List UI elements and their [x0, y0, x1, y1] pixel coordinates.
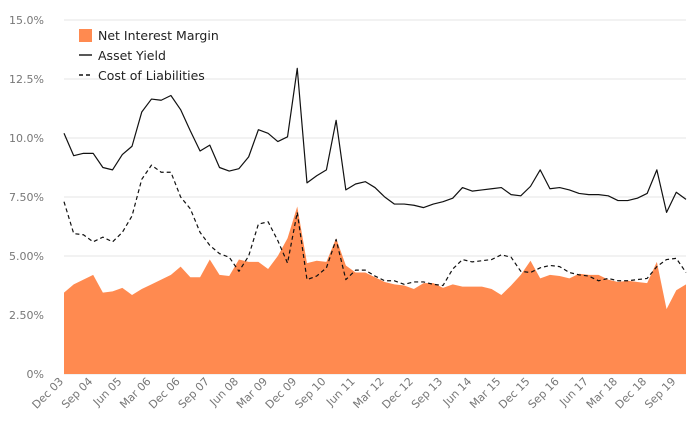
y-tick-label: 12.5% — [9, 73, 44, 86]
x-tick-label: Sep 13 — [409, 375, 445, 411]
x-tick-label: Dec 09 — [263, 375, 300, 412]
line-layer — [63, 67, 687, 287]
legend-swatch-net-interest-margin — [79, 29, 92, 42]
y-tick-label: 5.00% — [9, 250, 44, 263]
y-axis: 0% 2.50% 5.00% 7.50% 10.0% 12.5% 15.0% — [9, 14, 44, 381]
x-tick-label: Dec 12 — [379, 375, 416, 412]
area-layer — [64, 206, 686, 374]
x-tick-label: Sep 19 — [642, 375, 678, 411]
y-tick-label: 0% — [27, 368, 44, 381]
series-net-interest-margin-area — [64, 206, 686, 374]
x-tick-label: Sep 04 — [59, 375, 95, 411]
y-tick-label: 15.0% — [9, 14, 44, 27]
legend-label-asset-yield: Asset Yield — [98, 48, 166, 63]
x-tick-label: Sep 16 — [526, 375, 562, 411]
x-tick-label: Sep 10 — [292, 375, 328, 411]
x-tick-label: Dec 18 — [613, 375, 650, 412]
x-tick-label: Sep 07 — [176, 375, 212, 411]
y-tick-label: 2.50% — [9, 309, 44, 322]
x-tick-label: Dec 15 — [496, 375, 533, 412]
series-cost-of-liabilities-line — [63, 164, 687, 287]
legend: Net Interest Margin Asset Yield Cost of … — [79, 28, 219, 83]
y-tick-label: 7.50% — [9, 191, 44, 204]
legend-label-cost-of-liabilities: Cost of Liabilities — [98, 68, 205, 83]
legend-label-net-interest-margin: Net Interest Margin — [98, 28, 219, 43]
series-asset-yield-line — [63, 67, 687, 213]
x-tick-label: Dec 06 — [146, 375, 183, 412]
y-tick-label: 10.0% — [9, 132, 44, 145]
